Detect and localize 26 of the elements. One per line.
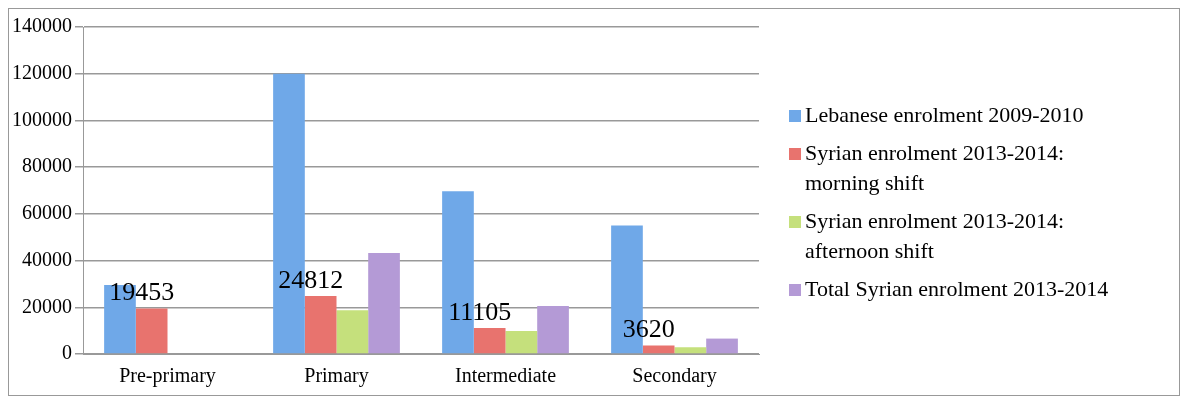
bar bbox=[368, 253, 400, 354]
bar bbox=[336, 310, 369, 354]
x-tick-label: Intermediate bbox=[454, 364, 557, 387]
x-tick-label: Primary bbox=[304, 364, 369, 388]
bar bbox=[706, 338, 738, 354]
bar bbox=[674, 347, 707, 354]
x-tick-label: Pre-primary bbox=[119, 364, 216, 388]
y-tick-label: 20000 bbox=[22, 294, 72, 317]
bar bbox=[473, 328, 506, 354]
legend-label: Syrian enrolment 2013-2014: afternoon shift bbox=[805, 207, 1066, 265]
y-tick-label: 140000 bbox=[12, 14, 72, 37]
y-tick-label: 0 bbox=[62, 341, 72, 364]
legend-label: Syrian enrolment 2013-2014: morning shift bbox=[805, 139, 1066, 197]
x-tick-label: Secondary bbox=[632, 364, 717, 388]
bar bbox=[642, 345, 675, 354]
bar bbox=[304, 296, 337, 354]
bar bbox=[537, 305, 569, 354]
y-tick-label: 80000 bbox=[22, 154, 72, 177]
y-tick-label: 60000 bbox=[22, 201, 72, 224]
legend-label: Lebanese enrolment 2009-2010 bbox=[805, 101, 1084, 129]
bar bbox=[135, 308, 168, 354]
bar bbox=[505, 331, 538, 354]
y-tick-label: 100000 bbox=[12, 107, 72, 130]
legend-label: Total Syrian enrolment 2013-2014 bbox=[805, 275, 1109, 303]
y-tick-label: 40000 bbox=[22, 247, 72, 270]
y-tick-label: 120000 bbox=[12, 60, 72, 83]
